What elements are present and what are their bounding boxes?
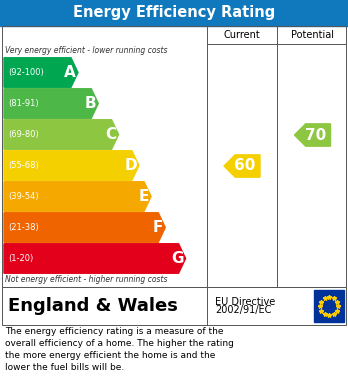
Polygon shape [4, 58, 78, 87]
Text: (1-20): (1-20) [8, 254, 33, 263]
Text: 70: 70 [305, 127, 326, 142]
Polygon shape [4, 213, 165, 242]
Text: 60: 60 [234, 158, 256, 174]
Text: 2002/91/EC: 2002/91/EC [215, 305, 271, 315]
Text: D: D [124, 158, 137, 173]
Text: Energy Efficiency Rating: Energy Efficiency Rating [73, 5, 275, 20]
Bar [314, 290, 344, 322]
Text: (69-80): (69-80) [8, 130, 39, 139]
Text: Not energy efficient - higher running costs: Not energy efficient - higher running co… [5, 275, 167, 284]
Polygon shape [4, 89, 98, 118]
Text: F: F [153, 220, 163, 235]
Text: A: A [64, 65, 76, 80]
Text: (39-54): (39-54) [8, 192, 39, 201]
Text: The energy efficiency rating is a measure of the
overall efficiency of a home. T: The energy efficiency rating is a measur… [5, 327, 234, 373]
Bar [2, 26, 346, 287]
Text: Potential: Potential [291, 30, 334, 40]
Polygon shape [4, 120, 119, 149]
Polygon shape [224, 155, 260, 177]
Polygon shape [4, 244, 185, 273]
Bar [0, 0, 348, 26]
Text: Very energy efficient - lower running costs: Very energy efficient - lower running co… [5, 46, 167, 55]
Text: (92-100): (92-100) [8, 68, 44, 77]
Text: E: E [139, 189, 149, 204]
Text: G: G [171, 251, 184, 266]
Text: England & Wales: England & Wales [8, 297, 178, 315]
Text: (81-91): (81-91) [8, 99, 39, 108]
Text: C: C [105, 127, 117, 142]
Text: B: B [85, 96, 96, 111]
Polygon shape [4, 151, 139, 180]
Polygon shape [294, 124, 331, 146]
Text: (55-68): (55-68) [8, 161, 39, 170]
Text: EU Directive: EU Directive [215, 297, 275, 307]
Bar [2, 287, 346, 325]
Text: (21-38): (21-38) [8, 223, 39, 232]
Polygon shape [4, 182, 151, 211]
Text: Current: Current [224, 30, 260, 40]
